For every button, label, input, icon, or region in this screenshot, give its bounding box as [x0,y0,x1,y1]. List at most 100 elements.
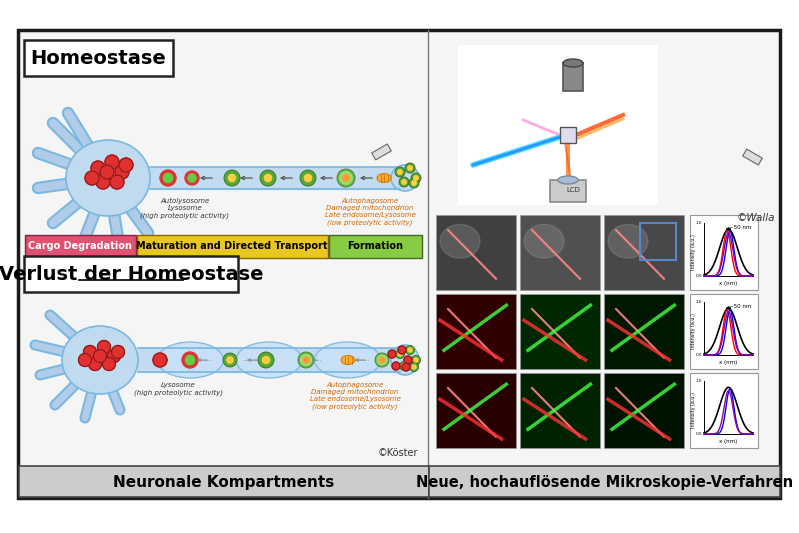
Bar [690,373,758,448]
Text: Intensity (a.u.): Intensity (a.u.) [691,313,697,350]
FancyBboxPatch shape [372,144,392,160]
Circle shape [405,163,415,173]
FancyBboxPatch shape [24,40,173,76]
Circle shape [388,350,396,358]
Circle shape [300,170,316,186]
Ellipse shape [391,165,419,191]
Bar [436,215,516,290]
Bar [690,294,758,369]
Text: x (nm): x (nm) [719,360,737,365]
Circle shape [89,358,101,370]
Bar [690,215,758,290]
Circle shape [112,345,125,359]
Ellipse shape [377,174,391,182]
Circle shape [119,158,133,172]
Circle shape [93,350,106,362]
Circle shape [407,166,412,170]
Text: 0.0: 0.0 [695,353,702,357]
Circle shape [409,178,419,188]
Bar [604,373,684,448]
Text: Autophagosome
Damaged mitochondrion
Late endosome/Lysosome
(low proteolytic acti: Autophagosome Damaged mitochondrion Late… [309,382,400,410]
Circle shape [402,364,406,368]
Circle shape [78,353,92,367]
Text: Neue, hochauflösende Mikroskopie-Verfahren: Neue, hochauflösende Mikroskopie-Verfahr… [416,474,793,489]
Circle shape [392,362,400,370]
FancyBboxPatch shape [25,235,136,257]
Circle shape [84,345,97,359]
Circle shape [406,345,415,354]
Circle shape [298,352,314,368]
Circle shape [377,355,387,365]
Bar [520,373,600,448]
Circle shape [224,170,240,186]
Text: Cargo Degradation: Cargo Degradation [28,241,132,251]
Circle shape [398,352,402,356]
Circle shape [412,365,416,369]
Circle shape [380,357,384,362]
Circle shape [408,348,412,352]
Bar [19,466,429,497]
Text: ©Walla: ©Walla [737,213,775,223]
Circle shape [163,173,173,183]
Circle shape [260,170,276,186]
Circle shape [414,358,418,362]
Text: Formation: Formation [347,241,403,251]
Circle shape [223,353,237,367]
Bar [563,63,583,91]
Circle shape [100,165,114,179]
Circle shape [185,356,195,365]
Circle shape [185,171,199,185]
Circle shape [188,174,196,182]
Circle shape [91,161,105,175]
Circle shape [402,180,406,184]
Circle shape [182,352,198,368]
FancyBboxPatch shape [137,235,328,257]
Ellipse shape [558,176,578,184]
Circle shape [402,363,410,371]
Bar [604,215,684,290]
FancyBboxPatch shape [328,235,422,257]
Circle shape [97,341,110,353]
Circle shape [410,362,419,372]
Bar [436,373,516,448]
Text: 1.0: 1.0 [696,221,702,225]
Circle shape [398,346,406,354]
Circle shape [343,175,349,181]
Circle shape [404,356,412,364]
Ellipse shape [608,224,648,258]
Circle shape [337,169,355,187]
Bar [429,466,780,497]
Text: Lysosome
(high proteolytic activity): Lysosome (high proteolytic activity) [133,382,222,395]
Text: x (nm): x (nm) [719,281,737,286]
Circle shape [411,173,421,183]
Bar [18,30,780,498]
Circle shape [85,171,99,185]
Circle shape [105,155,119,169]
Circle shape [399,177,409,187]
Circle shape [340,172,352,184]
Circle shape [110,175,124,189]
Ellipse shape [440,224,480,258]
Circle shape [258,352,274,368]
Circle shape [108,350,121,362]
Text: 0.0: 0.0 [695,432,702,436]
Ellipse shape [62,326,138,394]
Circle shape [115,165,129,179]
Circle shape [414,176,418,180]
Text: Intensity (a.u.): Intensity (a.u.) [691,235,697,270]
Ellipse shape [66,140,150,216]
Circle shape [400,361,408,370]
Text: Autophagosome
Damaged mitochondrion
Late endosome/Lysosome
(low proteolytic acti: Autophagosome Damaged mitochondrion Late… [324,198,415,226]
Circle shape [375,353,389,367]
Text: Verlust der Homeostase: Verlust der Homeostase [0,264,263,284]
Ellipse shape [157,342,224,378]
Ellipse shape [341,356,355,365]
Circle shape [304,174,312,182]
Text: ~50 nm: ~50 nm [729,304,751,309]
FancyBboxPatch shape [24,256,238,292]
Bar [604,294,684,369]
Text: Maturation and Directed Transport: Maturation and Directed Transport [137,241,328,251]
Ellipse shape [563,59,583,67]
Text: Homeostase: Homeostase [30,49,166,68]
Text: 1.0: 1.0 [696,379,702,383]
